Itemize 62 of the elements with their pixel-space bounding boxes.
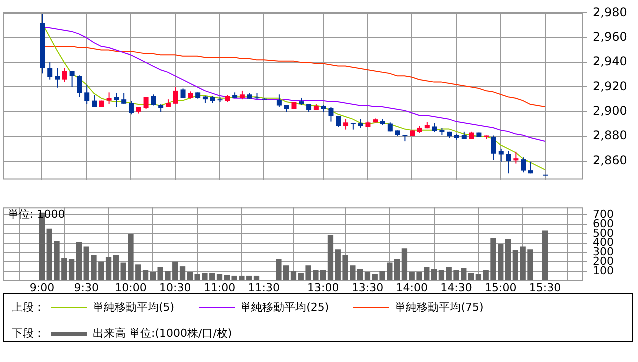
- bar: [106, 257, 112, 281]
- x-tick-label: 14:30: [440, 281, 472, 294]
- candlestick: [84, 84, 90, 106]
- x-tick-label: 15:00: [485, 281, 517, 294]
- candlestick: [77, 75, 82, 98]
- y-tick-label: 2,960: [593, 30, 628, 44]
- candlestick: [70, 70, 75, 88]
- legend-title: 上段：: [12, 300, 45, 315]
- y-tick-label: 2,900: [593, 104, 628, 118]
- candlestick: [328, 106, 334, 122]
- candlestick: [276, 94, 282, 108]
- bar: [542, 230, 548, 281]
- x-tick-label: 14:00: [396, 281, 428, 294]
- annotation: 単位: 1000: [8, 208, 66, 221]
- candlestick: [521, 157, 526, 174]
- candlestick: [173, 86, 178, 104]
- candlestick: [151, 94, 156, 106]
- x-tick-label: 13:00: [307, 281, 340, 294]
- x-tick-label: 9:30: [74, 281, 99, 294]
- x-tick-label: 11:30: [248, 281, 280, 294]
- y-tick-label: 2,980: [593, 5, 628, 20]
- candlestick: [55, 68, 60, 88]
- candlestick: [514, 151, 519, 164]
- y-tick-label: 2,940: [593, 54, 628, 69]
- bar: [113, 255, 120, 281]
- candlestick: [106, 92, 112, 106]
- x-tick-label: 9:00: [30, 281, 55, 294]
- candlestick: [144, 96, 149, 110]
- bar: [328, 236, 334, 281]
- x-tick-label: 15:30: [529, 281, 562, 294]
- bar: [68, 259, 75, 281]
- candlestick: [92, 94, 97, 108]
- x-tick-label: 13:30: [352, 281, 384, 294]
- y-tick-label: 2,860: [593, 153, 628, 168]
- bar: [505, 239, 512, 281]
- y-tick-label: 2,920: [593, 79, 628, 94]
- x-tick-label: 10:00: [115, 281, 147, 294]
- bar: [76, 242, 82, 281]
- y-tick-label: 2,880: [593, 128, 628, 143]
- candlestick: [48, 62, 53, 80]
- candlestick: [506, 150, 512, 174]
- legend-label: 出来高 単位:(1000株/口/枚): [93, 326, 232, 341]
- x-tick-label: 10:30: [160, 281, 192, 294]
- legend-label: 単純移動平均(75): [395, 300, 484, 315]
- bar: [402, 248, 408, 281]
- candlestick: [122, 92, 127, 104]
- candlestick: [180, 88, 186, 99]
- legend-title: 下段：: [12, 326, 45, 341]
- legend-label: 単純移動平均(5): [93, 300, 175, 315]
- candlestick: [498, 148, 504, 162]
- y-tick-label: 100: [593, 264, 614, 278]
- candlestick: [114, 92, 120, 108]
- candlestick: [62, 68, 68, 83]
- bar: [180, 266, 186, 281]
- x-tick-label: 11:00: [204, 281, 236, 294]
- y-tick-label: 600: [593, 217, 614, 230]
- bar: [394, 259, 400, 281]
- candlestick: [128, 100, 134, 116]
- candlestick: [491, 135, 496, 161]
- legend-label: 単純移動平均(25): [240, 300, 330, 315]
- candlestick: [432, 122, 438, 133]
- candlestick: [344, 118, 349, 130]
